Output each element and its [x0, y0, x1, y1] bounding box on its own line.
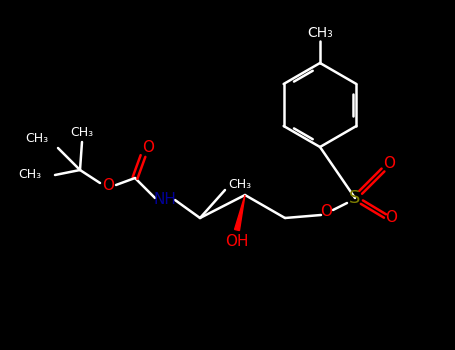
Text: CH₃: CH₃	[307, 26, 333, 40]
Polygon shape	[235, 195, 245, 231]
Text: O: O	[320, 204, 332, 219]
Text: O: O	[102, 177, 114, 192]
Text: O: O	[385, 210, 397, 225]
Text: OH: OH	[225, 234, 249, 250]
Text: NH: NH	[154, 193, 177, 208]
Text: CH₃: CH₃	[25, 132, 48, 145]
Text: O: O	[142, 140, 154, 155]
Text: S: S	[349, 189, 361, 207]
Text: CH₃: CH₃	[228, 178, 252, 191]
Text: CH₃: CH₃	[18, 168, 41, 182]
Text: CH₃: CH₃	[71, 126, 94, 139]
Text: O: O	[383, 156, 395, 172]
